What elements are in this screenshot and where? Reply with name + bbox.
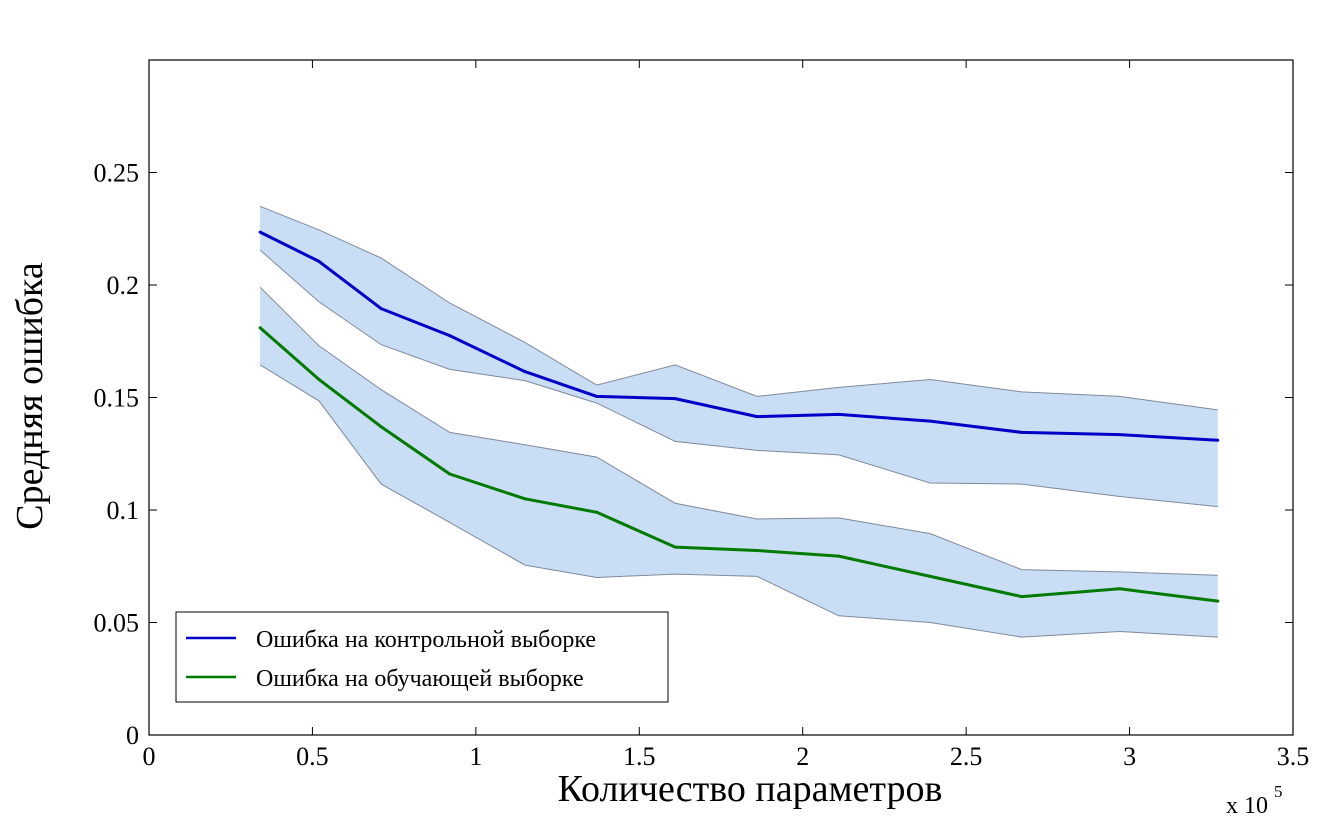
point-test-error-10	[1020, 430, 1024, 434]
point-test-error-6	[673, 397, 677, 401]
x-axis-ticks: 0 0.5 1 1.5 2 2.5 3 3.5	[143, 60, 1310, 771]
x-axis-multiplier-exponent: 5	[1274, 782, 1283, 801]
point-train-error-12	[1216, 599, 1220, 603]
band-lower-train-error	[259, 364, 1218, 638]
series-lines	[258, 230, 1220, 603]
y-tick-label: 0.1	[107, 496, 140, 525]
x-axis-multiplier: x 10 5	[1226, 782, 1283, 819]
point-train-error-1	[317, 378, 321, 381]
point-test-error-3	[448, 334, 452, 338]
point-train-error-10	[1020, 595, 1024, 599]
x-tick-label: 1	[469, 742, 482, 771]
x-tick-label: 0	[143, 742, 156, 771]
y-tick-label: 0	[126, 721, 139, 750]
band-upper-test-error	[259, 205, 1218, 411]
point-train-error-3	[448, 472, 452, 476]
x-tick-label: 0.5	[296, 742, 329, 771]
x-tick-label: 1.5	[623, 742, 656, 771]
point-test-error-7	[755, 415, 759, 419]
point-test-error-2	[379, 307, 383, 311]
x-axis-multiplier-base: x 10	[1226, 793, 1268, 819]
x-axis-label: Количество параметров	[558, 768, 943, 810]
point-test-error-5	[595, 394, 599, 398]
point-train-error-11	[1118, 587, 1122, 591]
point-train-error-5	[595, 510, 599, 514]
point-train-error-6	[673, 545, 677, 549]
point-train-error-0	[258, 326, 262, 330]
y-tick-label: 0.25	[94, 159, 140, 188]
point-test-error-12	[1216, 438, 1220, 442]
point-test-error-1	[317, 259, 321, 263]
legend-label-test-error: Ошибка на контрольной выборке	[256, 627, 596, 653]
point-test-error-9	[928, 419, 932, 423]
y-axis-label: Средняя ошибка	[9, 262, 51, 530]
y-tick-label: 0.05	[94, 609, 140, 638]
legend-label-train-error: Ошибка на обучающей выборке	[256, 666, 584, 692]
band-train-error	[260, 287, 1218, 638]
band-upper-train-error	[259, 286, 1218, 576]
band-lower-test-error	[259, 249, 1218, 508]
x-tick-label: 3.5	[1277, 742, 1310, 771]
confidence-bands	[259, 205, 1218, 638]
point-test-error-11	[1118, 433, 1122, 437]
point-test-error-8	[837, 412, 841, 416]
y-tick-label: 0.2	[107, 271, 140, 300]
point-train-error-4	[523, 497, 527, 501]
y-tick-label: 0.15	[94, 384, 140, 413]
point-train-error-7	[755, 549, 759, 552]
point-train-error-8	[837, 554, 841, 558]
point-test-error-4	[523, 370, 527, 374]
point-train-error-9	[928, 574, 932, 578]
band-test-error	[260, 206, 1218, 507]
point-test-error-0	[258, 230, 262, 234]
x-tick-label: 2.5	[950, 742, 983, 771]
legend: Ошибка на контрольной выборке Ошибка на …	[175, 611, 669, 703]
x-tick-label: 2	[796, 742, 809, 771]
x-tick-label: 3	[1123, 742, 1136, 771]
point-train-error-2	[379, 425, 383, 429]
y-axis-ticks: 0 0.05 0.1 0.15 0.2 0.25	[94, 159, 1293, 750]
legend-box	[175, 611, 669, 703]
